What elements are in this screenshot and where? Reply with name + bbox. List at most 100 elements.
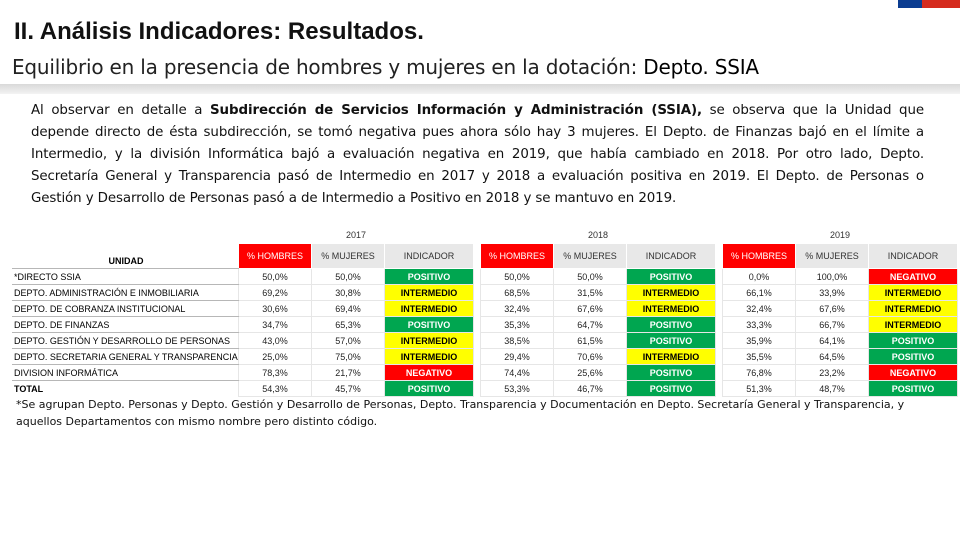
results-table: 2017 2018 2019 UNIDAD % HOMBRES% MUJERES…: [12, 228, 958, 397]
indicator-badge: POSITIVO: [384, 380, 474, 397]
women-pct: 33,9%: [795, 284, 869, 301]
men-pct: 66,1%: [722, 284, 796, 301]
indicator-badge: INTERMEDIO: [626, 284, 716, 301]
year-2017: 2017: [345, 230, 367, 241]
women-pct: 46,7%: [553, 380, 627, 397]
women-pct: 66,7%: [795, 316, 869, 333]
unit-name: DIVISION INFORMÁTICA: [12, 364, 239, 381]
men-pct: 50,0%: [480, 268, 554, 285]
table-row: TOTAL 54,3% 45,7% POSITIVO 53,3% 46,7% POSITIV…: [12, 380, 958, 397]
women-pct: 100,0%: [795, 268, 869, 285]
indicator-badge: POSITIVO: [868, 348, 958, 365]
unit-name: *DIRECTO SSIA: [12, 268, 239, 285]
women-pct: 25,6%: [553, 364, 627, 381]
col-header-2019-1: % MUJERES: [795, 242, 869, 269]
divider-band: [0, 84, 960, 94]
col-header-2017-2: INDICADOR: [384, 242, 474, 269]
men-pct: 43,0%: [238, 332, 312, 349]
indicator-badge: INTERMEDIO: [626, 300, 716, 317]
chile-flag-stripe: [898, 0, 960, 8]
indicator-badge: POSITIVO: [384, 316, 474, 333]
col-header-2017-0: % HOMBRES: [238, 242, 312, 269]
women-pct: 65,3%: [311, 316, 385, 333]
year-2019: 2019: [829, 230, 851, 241]
men-pct: 0,0%: [722, 268, 796, 285]
women-pct: 21,7%: [311, 364, 385, 381]
col-header-2019-0: % HOMBRES: [722, 242, 796, 269]
women-pct: 67,6%: [795, 300, 869, 317]
col-header-2019-2: INDICADOR: [868, 242, 958, 269]
men-pct: 29,4%: [480, 348, 554, 365]
men-pct: 68,5%: [480, 284, 554, 301]
men-pct: 33,3%: [722, 316, 796, 333]
col-header-2017-1: % MUJERES: [311, 242, 385, 269]
women-pct: 61,5%: [553, 332, 627, 349]
women-pct: 50,0%: [311, 268, 385, 285]
indicator-badge: INTERMEDIO: [384, 300, 474, 317]
table-row: DEPTO. GESTIÓN Y DESARROLLO DE PERSONAS 4…: [12, 332, 958, 349]
page-title: II. Análisis Indicadores: Resultados.: [14, 18, 424, 45]
women-pct: 64,1%: [795, 332, 869, 349]
women-pct: 30,8%: [311, 284, 385, 301]
indicator-badge: POSITIVO: [626, 332, 716, 349]
men-pct: 69,2%: [238, 284, 312, 301]
men-pct: 32,4%: [722, 300, 796, 317]
indicator-badge: POSITIVO: [868, 332, 958, 349]
indicator-badge: INTERMEDIO: [868, 284, 958, 301]
women-pct: 75,0%: [311, 348, 385, 365]
men-pct: 30,6%: [238, 300, 312, 317]
indicator-badge: INTERMEDIO: [384, 284, 474, 301]
indicator-badge: POSITIVO: [868, 380, 958, 397]
men-pct: 35,9%: [722, 332, 796, 349]
men-pct: 76,8%: [722, 364, 796, 381]
table-row: DEPTO. SECRETARIA GENERAL Y TRANSPARENCI…: [12, 348, 958, 365]
indicator-badge: POSITIVO: [384, 268, 474, 285]
women-pct: 31,5%: [553, 284, 627, 301]
table-row: DEPTO. DE COBRANZA INSTITUCIONAL 30,6% 69,…: [12, 300, 958, 317]
men-pct: 35,5%: [722, 348, 796, 365]
unit-name: DEPTO. DE FINANZAS: [12, 316, 239, 333]
col-header-2018-2: INDICADOR: [626, 242, 716, 269]
year-2018: 2018: [587, 230, 609, 241]
men-pct: 78,3%: [238, 364, 312, 381]
unit-name: DEPTO. SECRETARIA GENERAL Y TRANSPARENCI…: [12, 348, 239, 365]
indicator-badge: NEGATIVO: [384, 364, 474, 381]
unit-name: DEPTO. GESTIÓN Y DESARROLLO DE PERSONAS: [12, 332, 239, 349]
men-pct: 38,5%: [480, 332, 554, 349]
men-pct: 54,3%: [238, 380, 312, 397]
men-pct: 51,3%: [722, 380, 796, 397]
men-pct: 53,3%: [480, 380, 554, 397]
unit-name: DEPTO. ADMINISTRACIÓN E INMOBILIARIA: [12, 284, 239, 301]
col-header-2018-1: % MUJERES: [553, 242, 627, 269]
women-pct: 70,6%: [553, 348, 627, 365]
women-pct: 69,4%: [311, 300, 385, 317]
women-pct: 67,6%: [553, 300, 627, 317]
indicator-badge: NEGATIVO: [868, 268, 958, 285]
indicator-badge: INTERMEDIO: [868, 300, 958, 317]
unit-header: UNIDAD: [12, 243, 239, 269]
unit-name: DEPTO. DE COBRANZA INSTITUCIONAL: [12, 300, 239, 317]
indicator-badge: POSITIVO: [626, 268, 716, 285]
women-pct: 64,7%: [553, 316, 627, 333]
men-pct: 35,3%: [480, 316, 554, 333]
table-row: *DIRECTO SSIA 50,0% 50,0% POSITIVO 50,0% 50,0…: [12, 268, 958, 285]
indicator-badge: NEGATIVO: [868, 364, 958, 381]
men-pct: 50,0%: [238, 268, 312, 285]
col-header-2018-0: % HOMBRES: [480, 242, 554, 269]
women-pct: 64,5%: [795, 348, 869, 365]
women-pct: 23,2%: [795, 364, 869, 381]
unit-name: TOTAL: [14, 383, 44, 394]
page-subtitle: Equilibrio en la presencia de hombres y …: [12, 55, 759, 79]
indicator-badge: INTERMEDIO: [868, 316, 958, 333]
indicator-badge: INTERMEDIO: [384, 332, 474, 349]
men-pct: 34,7%: [238, 316, 312, 333]
women-pct: 48,7%: [795, 380, 869, 397]
indicator-badge: INTERMEDIO: [626, 348, 716, 365]
table-row: DEPTO. ADMINISTRACIÓN E INMOBILIARIA 69,2…: [12, 284, 958, 301]
table-row: DEPTO. DE FINANZAS 34,7% 65,3% POSITIVO 35,3…: [12, 316, 958, 333]
men-pct: 32,4%: [480, 300, 554, 317]
footnote: *Se agrupan Depto. Personas y Depto. Ges…: [16, 398, 905, 428]
subtitle-emphasis: Depto. SSIA: [643, 55, 759, 79]
indicator-badge: POSITIVO: [626, 380, 716, 397]
women-pct: 57,0%: [311, 332, 385, 349]
